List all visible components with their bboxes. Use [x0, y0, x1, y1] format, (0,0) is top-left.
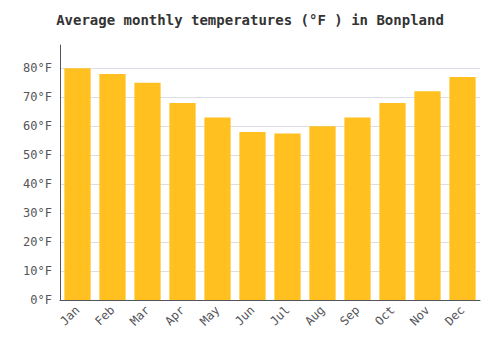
svg-text:70°F: 70°F — [23, 90, 52, 104]
svg-text:0°F: 0°F — [30, 293, 52, 307]
svg-text:Apr: Apr — [162, 303, 187, 328]
svg-text:60°F: 60°F — [23, 119, 52, 133]
svg-text:80°F: 80°F — [23, 61, 52, 75]
svg-text:Jul: Jul — [267, 303, 292, 328]
svg-text:20°F: 20°F — [23, 235, 52, 249]
svg-text:Oct: Oct — [372, 303, 397, 328]
svg-text:Jun: Jun — [232, 303, 257, 328]
svg-text:Aug: Aug — [302, 303, 327, 328]
svg-text:Dec: Dec — [442, 303, 467, 328]
svg-text:Nov: Nov — [407, 303, 432, 328]
svg-text:50°F: 50°F — [23, 148, 52, 162]
svg-text:Sep: Sep — [337, 303, 362, 328]
svg-text:40°F: 40°F — [23, 177, 52, 191]
svg-text:Feb: Feb — [92, 303, 117, 328]
svg-text:May: May — [197, 303, 222, 328]
svg-text:Mar: Mar — [127, 303, 152, 328]
svg-text:Jan: Jan — [57, 303, 82, 328]
svg-text:10°F: 10°F — [23, 264, 52, 278]
svg-text:Average monthly temperatures (: Average monthly temperatures (°F ) in Bo… — [56, 12, 444, 28]
svg-text:30°F: 30°F — [23, 206, 52, 220]
